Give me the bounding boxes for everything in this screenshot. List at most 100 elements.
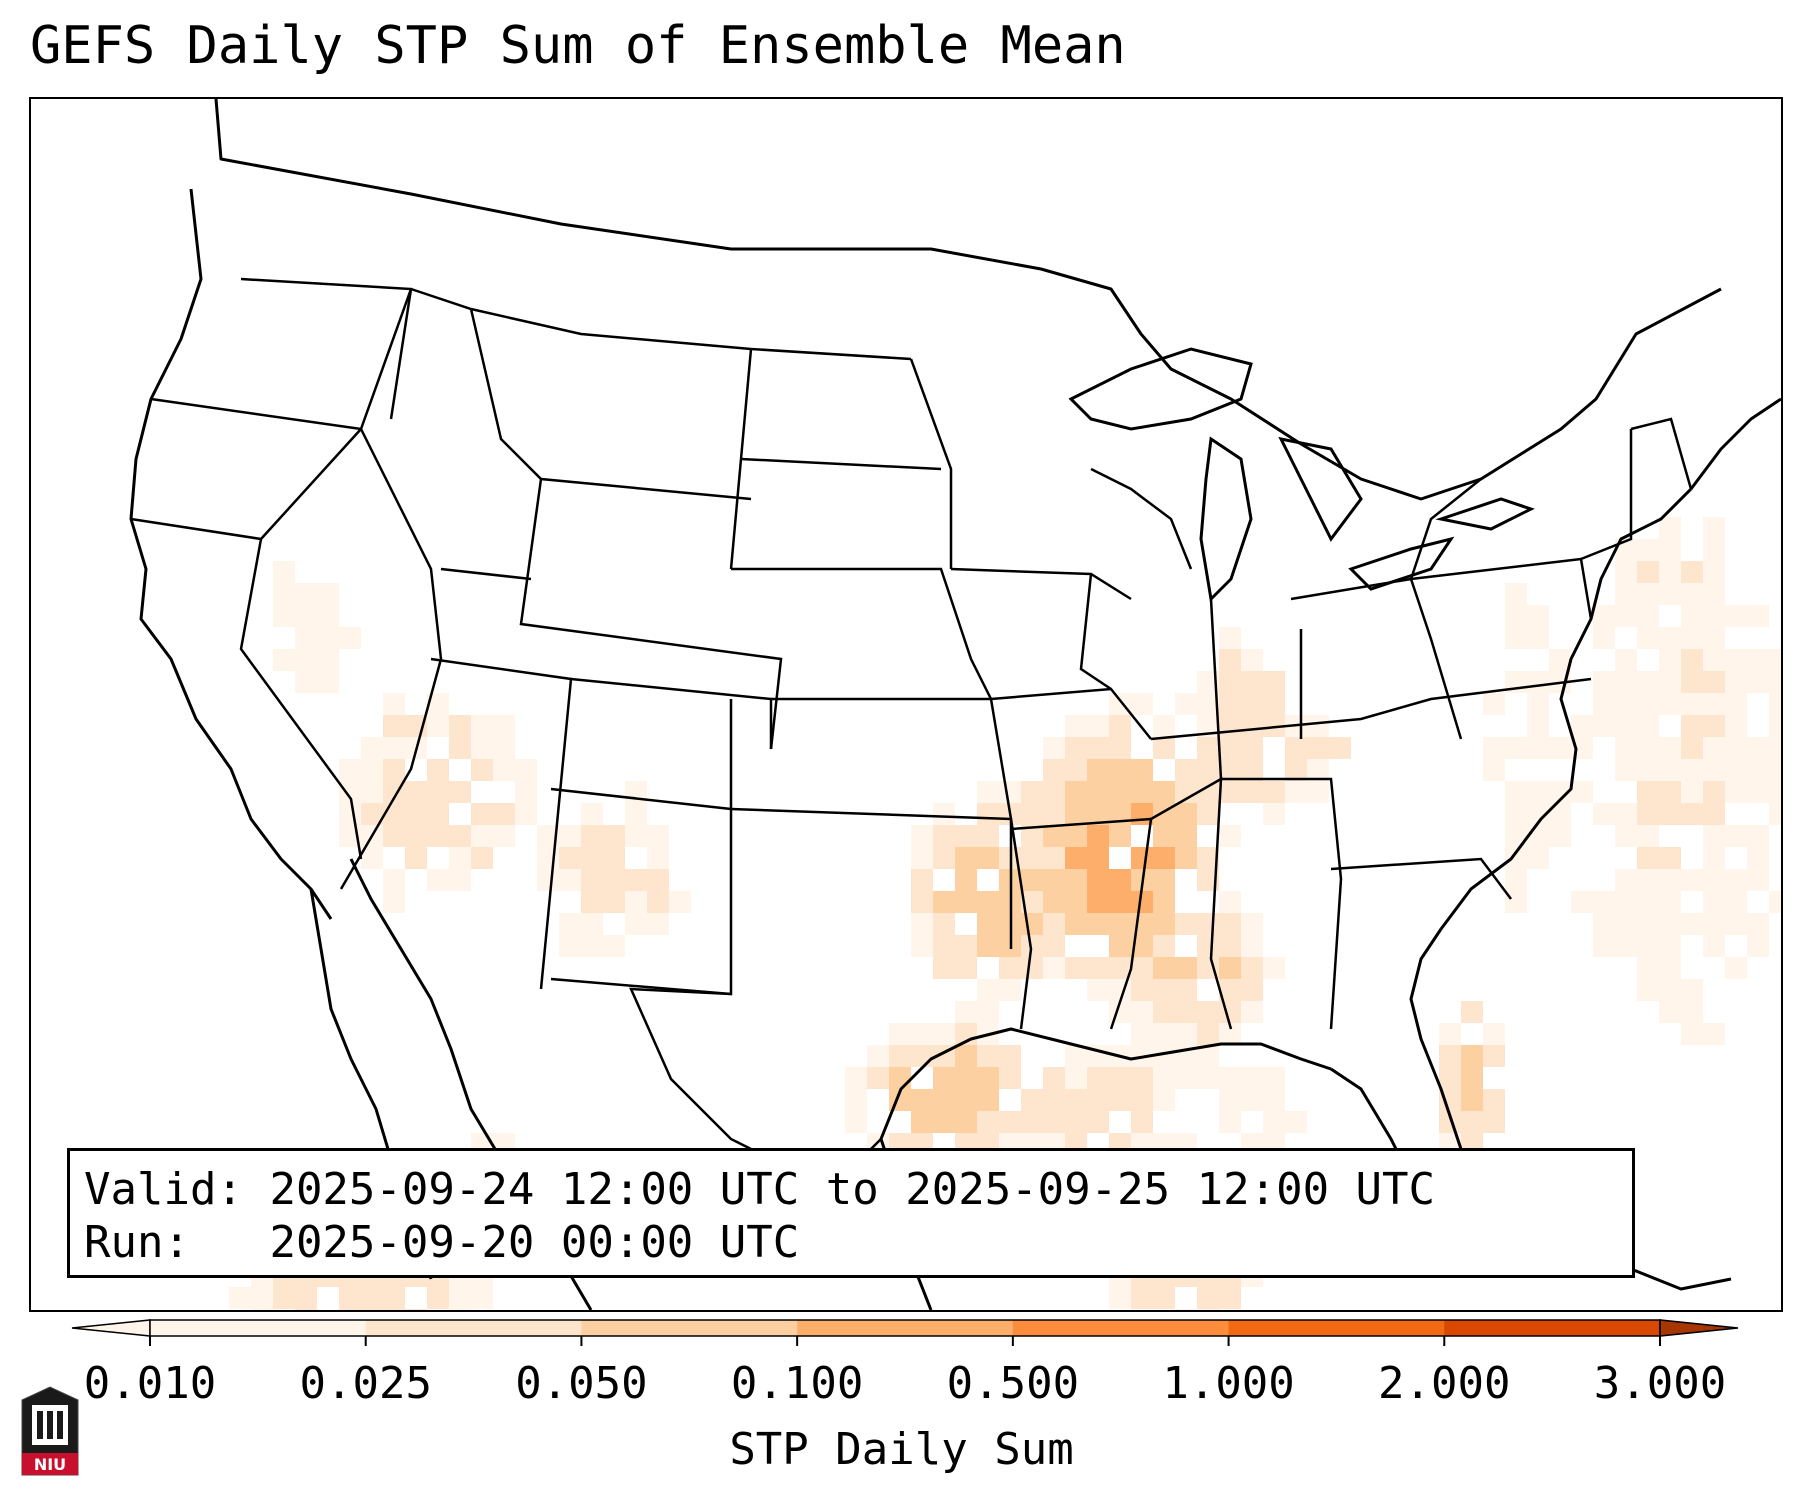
stp-cell xyxy=(405,825,427,847)
stp-cell xyxy=(911,1023,933,1045)
stp-cell xyxy=(1549,825,1571,847)
stp-cell xyxy=(1131,979,1153,1001)
stp-cell xyxy=(1153,1045,1175,1067)
stp-cell xyxy=(603,891,625,913)
stp-cell xyxy=(1109,737,1131,759)
stp-cell xyxy=(999,979,1021,1001)
stp-cell xyxy=(1725,891,1747,913)
stp-cell xyxy=(1527,847,1549,869)
stp-cell xyxy=(537,825,559,847)
stp-cell xyxy=(1087,979,1109,1001)
stp-cell xyxy=(273,583,295,605)
stp-cell xyxy=(1747,825,1769,847)
stp-cell xyxy=(1065,1089,1087,1111)
stp-cell xyxy=(955,1045,977,1067)
stp-cell xyxy=(1043,891,1065,913)
stp-cell xyxy=(1615,759,1637,781)
colorbar-tick-label: 0.050 xyxy=(515,1358,648,1409)
valid-value: 2025-09-24 12:00 UTC to 2025-09-25 12:00… xyxy=(269,1164,1436,1215)
stp-cell xyxy=(955,1067,977,1089)
stp-cell xyxy=(977,913,999,935)
stp-cell xyxy=(471,847,493,869)
stp-cell xyxy=(955,847,977,869)
stp-cell xyxy=(1065,803,1087,825)
stp-cell xyxy=(1241,1089,1263,1111)
stp-cell xyxy=(845,1089,867,1111)
stp-cell xyxy=(273,561,295,583)
stp-cell xyxy=(1241,693,1263,715)
stp-cell xyxy=(1087,825,1109,847)
stp-cell xyxy=(537,869,559,891)
stp-cell xyxy=(1659,627,1681,649)
stp-cell xyxy=(295,605,317,627)
stp-cell xyxy=(1637,979,1659,1001)
stp-cell xyxy=(1483,737,1505,759)
stp-cell xyxy=(1703,781,1725,803)
stp-cell xyxy=(1527,825,1549,847)
stp-cell xyxy=(1307,759,1329,781)
stp-cell xyxy=(1153,781,1175,803)
stp-cell xyxy=(1593,627,1615,649)
stp-cell xyxy=(999,1045,1021,1067)
stp-cell xyxy=(625,803,647,825)
stp-cell xyxy=(999,1111,1021,1133)
stp-cell xyxy=(1021,825,1043,847)
stp-cell xyxy=(1153,1001,1175,1023)
stp-cell xyxy=(1637,605,1659,627)
stp-cell xyxy=(999,957,1021,979)
stp-cell xyxy=(1021,957,1043,979)
stp-cell xyxy=(1087,1089,1109,1111)
stp-cell xyxy=(339,759,361,781)
colorbar-tick-label: 0.100 xyxy=(730,1358,864,1409)
stp-cell xyxy=(1681,605,1703,627)
stp-cell xyxy=(1439,1023,1461,1045)
stp-cell xyxy=(427,759,449,781)
stp-cell xyxy=(1219,1001,1241,1023)
stp-cell xyxy=(1725,957,1747,979)
stp-cell xyxy=(339,1287,361,1309)
stp-cell xyxy=(977,979,999,1001)
stp-cell xyxy=(1637,891,1659,913)
stp-cell xyxy=(1681,979,1703,1001)
stp-cell xyxy=(1747,869,1769,891)
stp-cell xyxy=(1065,847,1087,869)
stp-cell xyxy=(603,847,625,869)
stp-cell xyxy=(559,935,581,957)
stp-cell xyxy=(405,1309,427,1310)
stp-cell xyxy=(1065,1111,1087,1133)
stp-cell xyxy=(1703,935,1725,957)
stp-cell xyxy=(339,627,361,649)
stp-cell xyxy=(1681,803,1703,825)
stp-cell xyxy=(1175,825,1197,847)
stp-cell xyxy=(1637,539,1659,561)
stp-cell xyxy=(1483,1089,1505,1111)
stp-cell xyxy=(1549,803,1571,825)
stp-cell xyxy=(955,957,977,979)
stp-cell xyxy=(625,891,647,913)
stp-cell xyxy=(1219,913,1241,935)
stp-cell xyxy=(1571,781,1593,803)
stp-cell xyxy=(1219,957,1241,979)
stp-cell xyxy=(889,1067,911,1089)
stp-cell xyxy=(1527,781,1549,803)
stp-cell xyxy=(1615,869,1637,891)
stp-cell xyxy=(1109,869,1131,891)
stp-cell xyxy=(1043,913,1065,935)
stp-cell xyxy=(295,1309,317,1310)
stp-cell xyxy=(1527,693,1549,715)
stp-cell xyxy=(1329,737,1351,759)
stp-cell xyxy=(1153,913,1175,935)
stp-cell xyxy=(581,803,603,825)
stp-cell xyxy=(471,715,493,737)
stp-cell xyxy=(1241,781,1263,803)
stp-cell xyxy=(1087,1067,1109,1089)
stp-cell xyxy=(383,759,405,781)
stp-cell xyxy=(1131,693,1153,715)
stp-cell xyxy=(1637,737,1659,759)
stp-cell xyxy=(361,781,383,803)
stp-cell xyxy=(1681,649,1703,671)
stp-cell xyxy=(383,1309,405,1310)
stp-cell xyxy=(1615,803,1637,825)
stp-cell xyxy=(559,847,581,869)
stp-cell xyxy=(449,781,471,803)
